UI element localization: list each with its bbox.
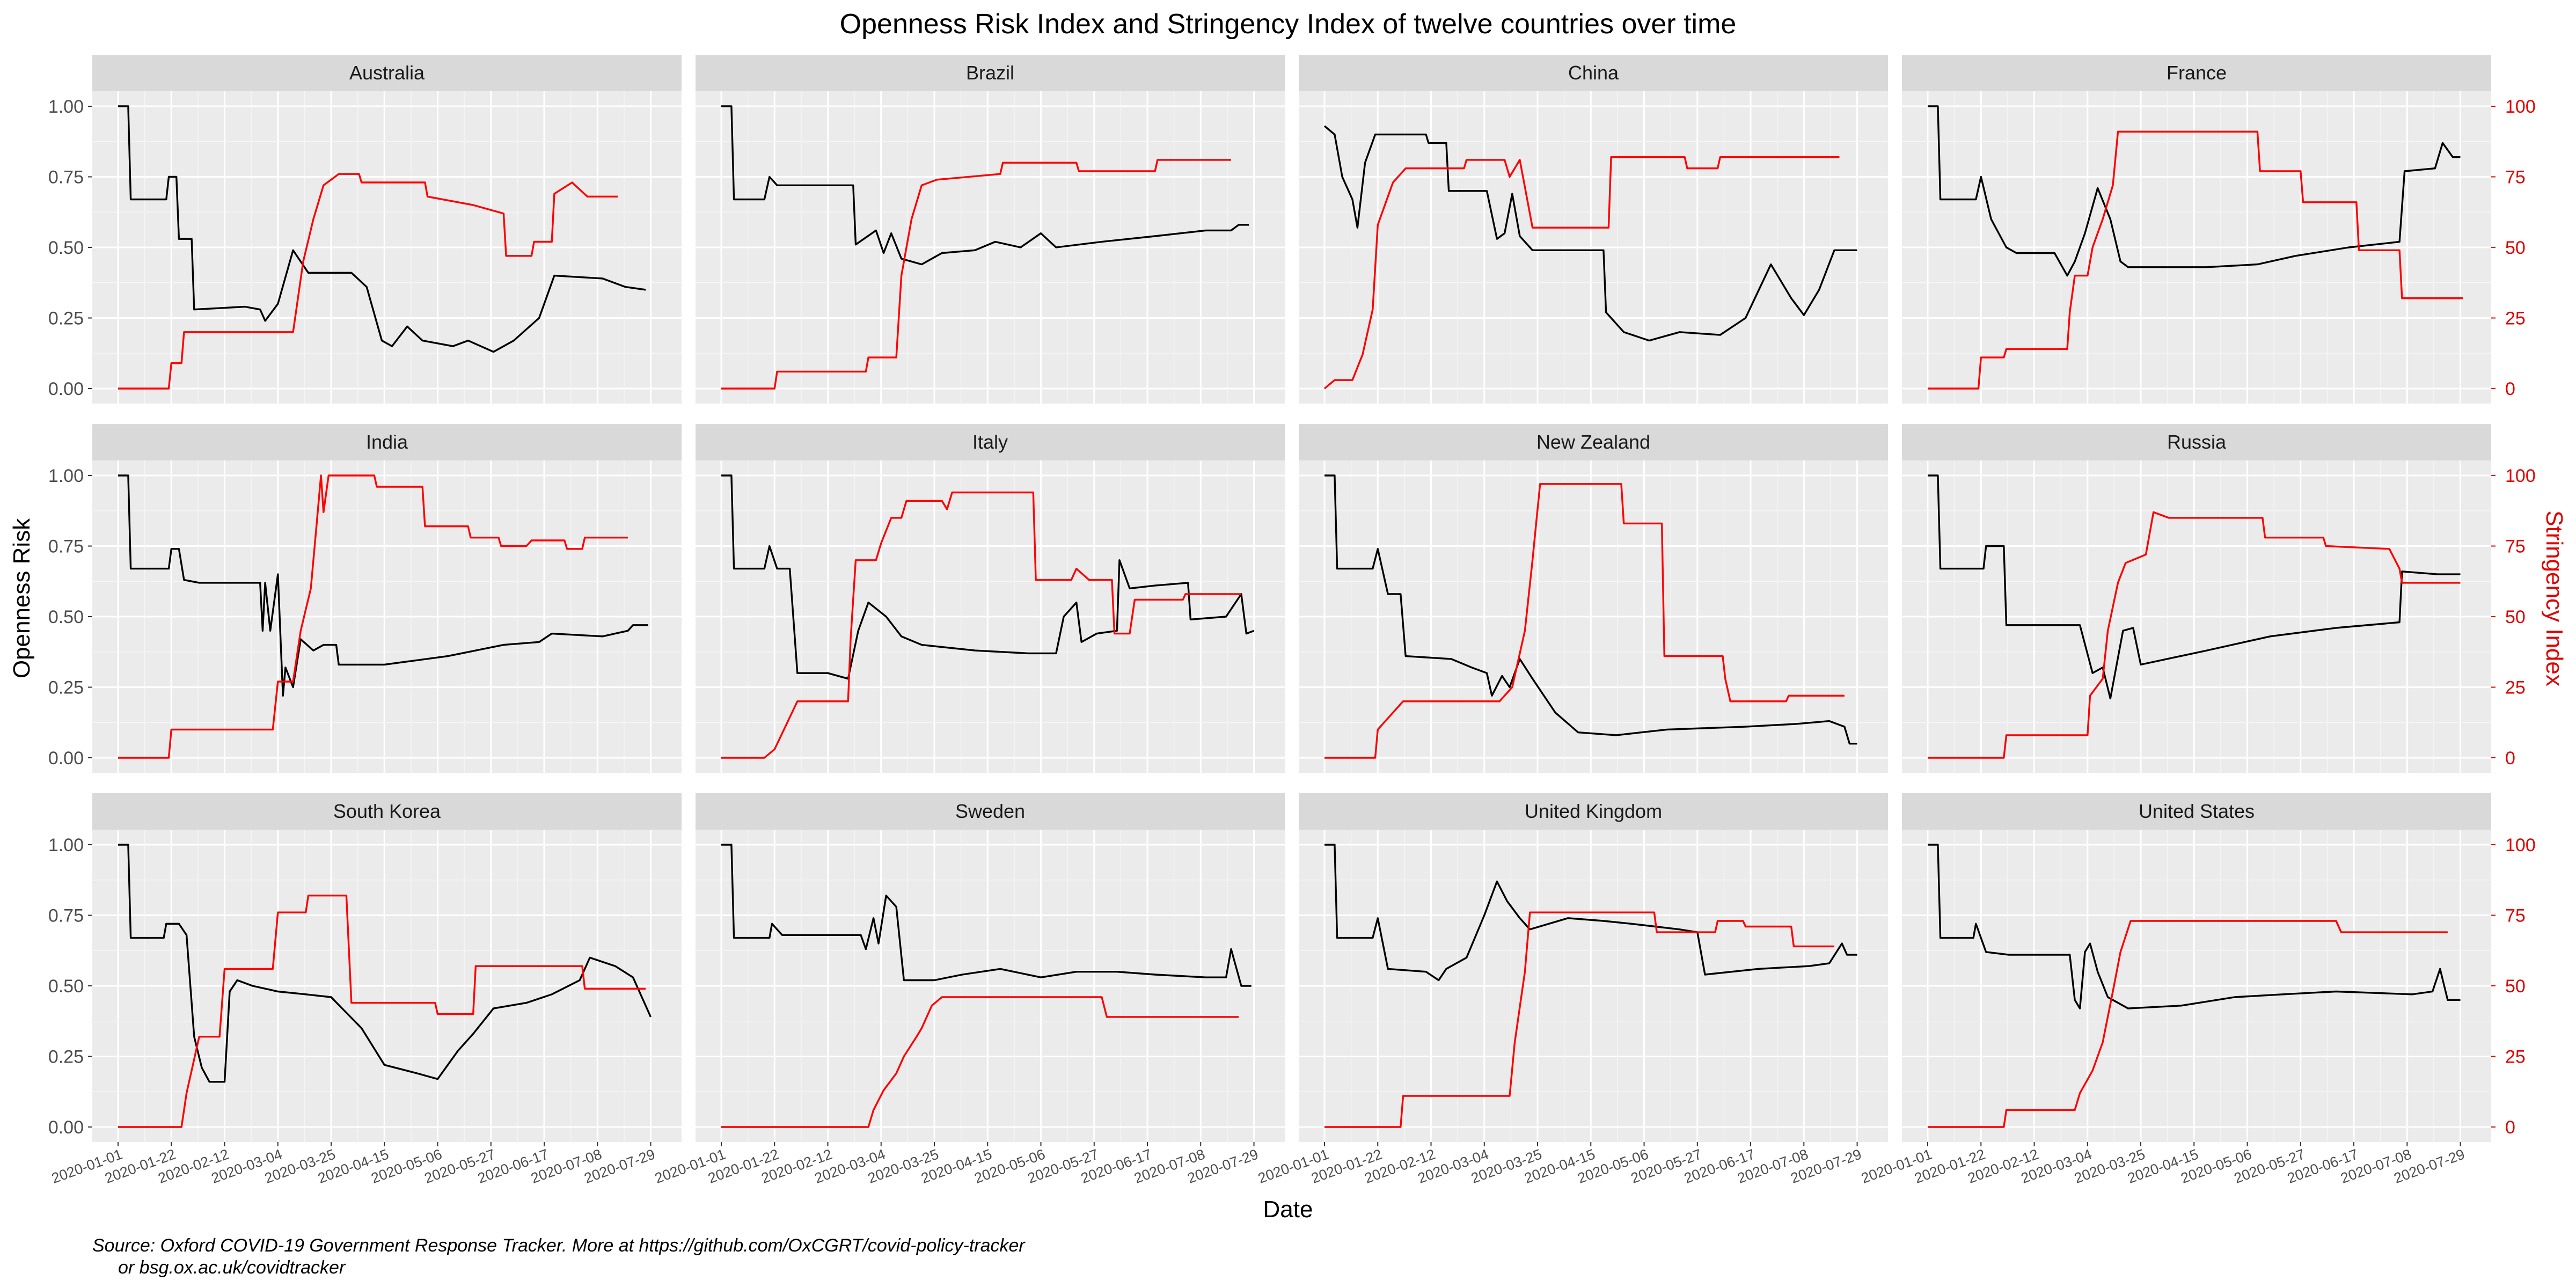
panel-italy: Italy <box>696 424 1285 773</box>
openness-risk-line <box>1324 844 1857 982</box>
source-caption-line2: or bsg.ox.ac.uk/covidtracker <box>118 1257 346 1278</box>
panel-brazil: Brazil <box>696 55 1285 404</box>
y-tick-label-right: 50 <box>2505 238 2526 258</box>
y-tick-label-left: 0.50 <box>48 238 84 258</box>
y-tick-label-left: 0.25 <box>48 309 84 329</box>
y-tick-label-right: 0 <box>2505 748 2515 769</box>
openness-risk-line <box>118 105 646 353</box>
panel-russia: Russia 0 25 50 75 100 <box>1902 424 2536 773</box>
y-tick-label-right: 75 <box>2505 167 2526 188</box>
facet-strip <box>696 55 1285 91</box>
stringency-index-line <box>1928 130 2463 390</box>
panel-india: India 0.00 0.25 0.50 0.75 1.00 <box>48 424 682 773</box>
y-tick-label-left: 1.00 <box>48 97 84 117</box>
y-tick-label-right: 0 <box>2505 1117 2515 1138</box>
openness-risk-line <box>1928 844 2461 1009</box>
facet-strip <box>1902 424 2491 460</box>
panel-sweden: Sweden2020-01-012020-01-222020-02-122020… <box>653 793 1285 1187</box>
y-tick-label-left: 1.00 <box>48 835 84 855</box>
y-tick-label-left: 0.25 <box>48 1047 84 1067</box>
y-tick-label-left: 0.50 <box>48 607 84 627</box>
openness-risk-line <box>118 474 648 697</box>
y-tick-label-left: 1.00 <box>48 466 84 486</box>
facet-strip <box>696 793 1285 830</box>
facet-strip <box>696 424 1285 460</box>
y-tick-label-right: 50 <box>2505 607 2526 627</box>
stringency-index-line <box>1928 920 2448 1128</box>
facet-strip <box>92 424 682 460</box>
stringency-index-line <box>1324 483 1845 759</box>
openness-risk-line <box>118 844 652 1083</box>
facet-strip-label: South Korea <box>333 800 441 822</box>
facet-strip <box>1299 424 1888 460</box>
facet-strip-label: Brazil <box>966 62 1014 84</box>
y-tick-label-left: 0.75 <box>48 167 84 188</box>
y-tick-label-left: 0.25 <box>48 678 84 698</box>
facet-strip <box>92 55 682 91</box>
stringency-index-line <box>721 491 1241 759</box>
panel-united-states: United States02550751002020-01-012020-01… <box>1859 793 2536 1187</box>
source-caption-line1: Source: Oxford COVID-19 Government Respo… <box>92 1235 1026 1256</box>
y-tick-label-right: 50 <box>2505 976 2526 997</box>
facet-strip-label: Australia <box>349 62 425 84</box>
y-tick-label-left: 0.00 <box>48 1117 84 1138</box>
y-tick-label-right: 75 <box>2505 537 2526 557</box>
y-axis-title-left: Openness Risk <box>9 518 35 678</box>
y-tick-label-right: 100 <box>2505 835 2536 855</box>
x-axis-title: Date <box>1263 1196 1313 1223</box>
openness-risk-line <box>721 844 1252 987</box>
stringency-index-line <box>1323 156 1840 390</box>
stringency-index-line <box>118 474 628 759</box>
y-tick-label-left: 0.50 <box>48 976 84 997</box>
facet-strip <box>1299 793 1888 830</box>
openness-risk-line <box>721 105 1249 266</box>
openness-risk-line <box>1928 105 2461 277</box>
facet-strip-label: Russia <box>2167 431 2227 453</box>
panel-china: China <box>1299 55 1888 404</box>
stringency-index-line <box>721 996 1239 1128</box>
openness-risk-line <box>1928 474 2461 700</box>
y-tick-label-right: 25 <box>2505 678 2526 698</box>
facet-strip-label: New Zealand <box>1536 431 1650 453</box>
stringency-index-line <box>118 894 646 1128</box>
panel-south-korea: South Korea0.000.250.500.751.002020-01-0… <box>48 793 682 1187</box>
stringency-index-line <box>1324 911 1834 1128</box>
facet-strip-label: India <box>366 431 408 453</box>
y-tick-label-right: 25 <box>2505 309 2526 329</box>
y-tick-label-right: 25 <box>2505 1047 2526 1067</box>
facet-strip-label: France <box>2167 62 2227 84</box>
stringency-index-line <box>721 159 1231 390</box>
facet-strip <box>1299 55 1888 91</box>
facet-strip <box>1902 793 2491 830</box>
y-tick-label-left: 0.00 <box>48 748 84 769</box>
stringency-index-line <box>1928 511 2461 759</box>
openness-risk-line <box>721 474 1255 680</box>
facet-strip <box>1902 55 2491 91</box>
y-tick-label-left: 0.00 <box>48 379 84 399</box>
panel-france: France 0 25 50 75 100 <box>1902 55 2536 404</box>
y-tick-label-right: 100 <box>2505 97 2536 117</box>
facet-strip-label: United States <box>2139 800 2255 822</box>
panel-australia: Australia 0.00 0.25 0.50 0.75 1.00 <box>48 55 682 404</box>
y-tick-label-right: 100 <box>2505 466 2536 486</box>
facet-strip-label: China <box>1568 62 1619 84</box>
openness-risk-line <box>1323 125 1857 342</box>
facet-strip-label: Italy <box>972 431 1008 453</box>
facet-strip-label: United Kingdom <box>1525 800 1662 822</box>
y-tick-label-left: 0.75 <box>48 537 84 557</box>
stringency-index-line <box>118 173 618 390</box>
y-axis-title-right: Stringency Index <box>2541 510 2567 686</box>
panel-united-kingdom: United Kingdom2020-01-012020-01-222020-0… <box>1256 793 1888 1187</box>
y-tick-label-left: 0.75 <box>48 906 84 926</box>
chart-title: Openness Risk Index and Stringency Index… <box>840 9 1737 40</box>
facet-strip <box>92 793 682 830</box>
chart-panels: Australia 0.00 0.25 0.50 0.75 1.00 Brazil China… <box>48 55 2536 1187</box>
y-tick-label-right: 0 <box>2505 379 2515 399</box>
openness-risk-line <box>1324 474 1857 745</box>
panel-new-zealand: New Zealand <box>1299 424 1888 773</box>
facet-strip-label: Sweden <box>955 800 1025 822</box>
y-tick-label-right: 75 <box>2505 906 2526 926</box>
